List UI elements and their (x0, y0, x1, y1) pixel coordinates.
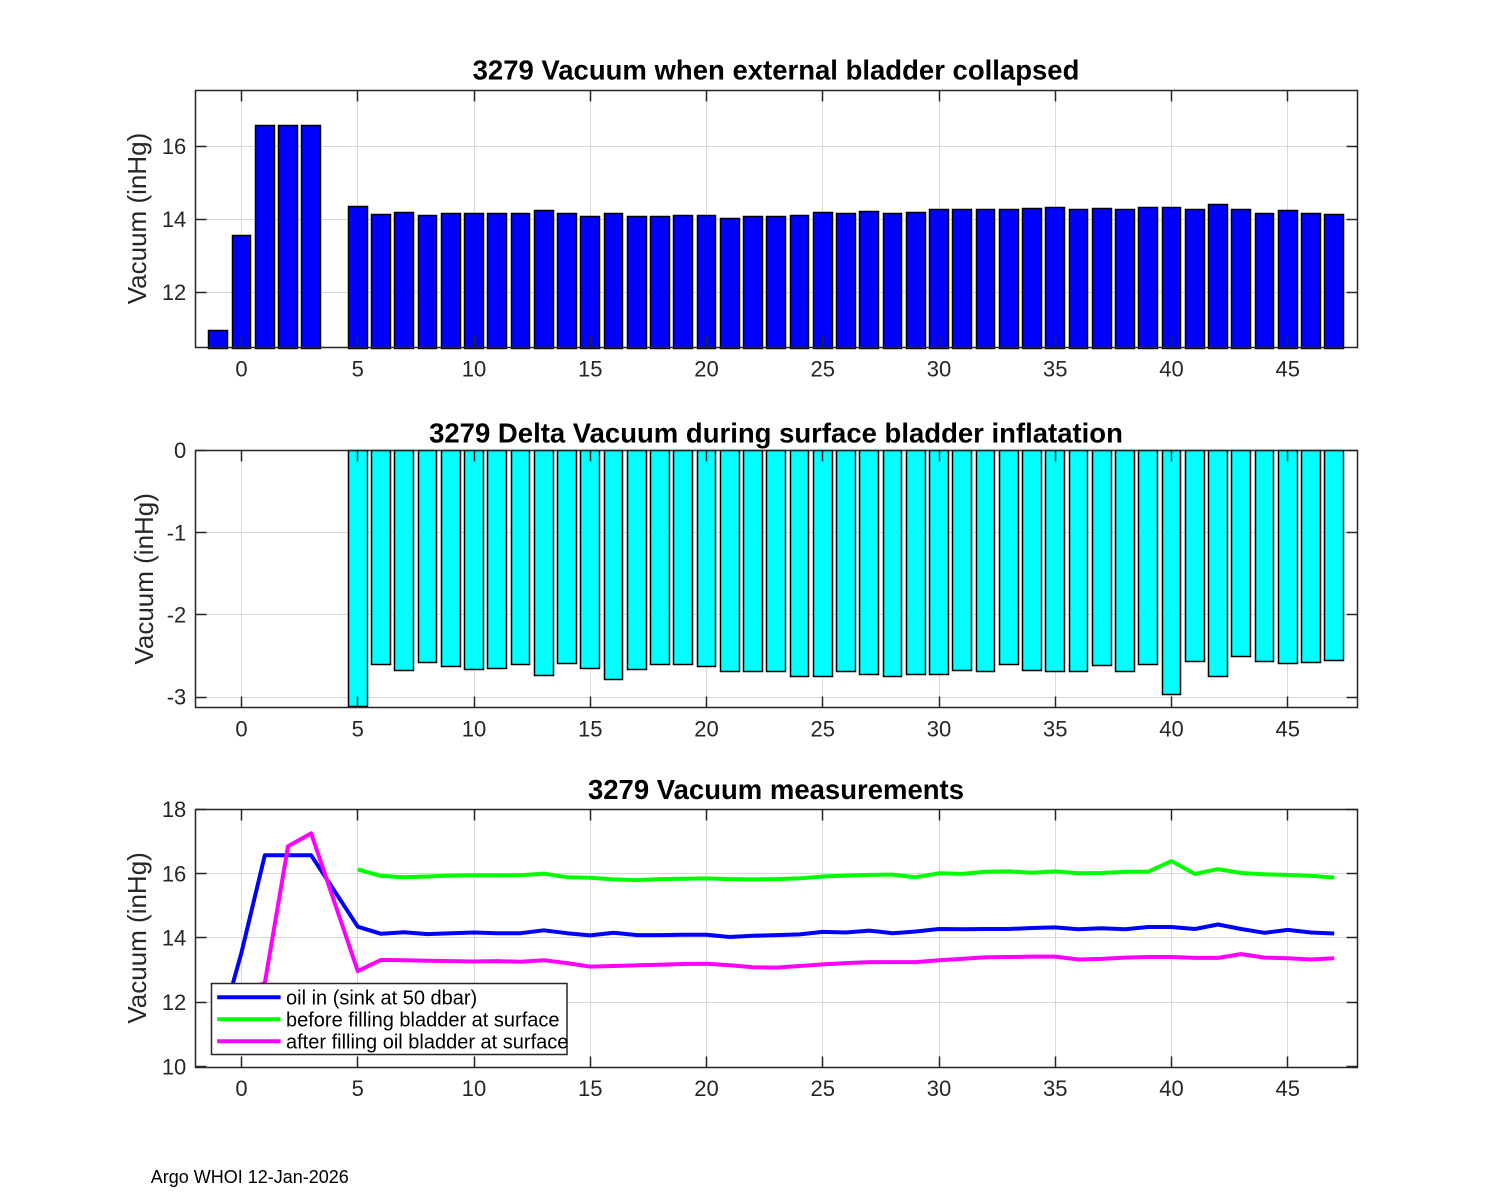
svg-text:25: 25 (811, 357, 835, 382)
svg-text:Vacuum (inHg): Vacuum (inHg) (122, 133, 152, 304)
svg-text:45: 45 (1276, 357, 1300, 382)
svg-text:40: 40 (1159, 717, 1183, 742)
svg-text:-3: -3 (167, 685, 187, 710)
svg-text:-1: -1 (167, 520, 187, 545)
svg-text:0: 0 (235, 717, 247, 742)
svg-text:10: 10 (462, 717, 486, 742)
svg-text:14: 14 (162, 926, 186, 951)
svg-text:0: 0 (174, 438, 186, 463)
svg-text:after filling oil bladder at s: after filling oil bladder at surface (286, 1031, 568, 1053)
svg-text:5: 5 (352, 357, 364, 382)
svg-text:10: 10 (462, 1076, 486, 1101)
svg-text:5: 5 (352, 717, 364, 742)
svg-text:16: 16 (162, 134, 186, 159)
svg-text:-2: -2 (167, 603, 187, 628)
svg-text:20: 20 (694, 717, 718, 742)
svg-text:Argo WHOI 12-Jan-2026: Argo WHOI 12-Jan-2026 (151, 1167, 349, 1187)
svg-text:35: 35 (1043, 1076, 1067, 1101)
svg-text:12: 12 (162, 990, 186, 1015)
svg-text:45: 45 (1276, 717, 1300, 742)
svg-text:30: 30 (927, 1076, 951, 1101)
svg-text:14: 14 (162, 207, 186, 232)
svg-text:40: 40 (1159, 357, 1183, 382)
svg-text:35: 35 (1043, 717, 1067, 742)
svg-text:0: 0 (235, 1076, 247, 1101)
svg-text:10: 10 (462, 357, 486, 382)
svg-text:20: 20 (694, 357, 718, 382)
svg-text:0: 0 (235, 357, 247, 382)
svg-text:15: 15 (578, 357, 602, 382)
svg-text:18: 18 (162, 797, 186, 822)
svg-text:30: 30 (927, 357, 951, 382)
svg-text:15: 15 (578, 717, 602, 742)
svg-text:10: 10 (162, 1054, 186, 1079)
svg-text:before filling bladder at surf: before filling bladder at surface (286, 1009, 560, 1031)
svg-text:oil in (sink at 50 dbar): oil in (sink at 50 dbar) (286, 987, 477, 1009)
svg-text:25: 25 (811, 717, 835, 742)
svg-text:15: 15 (578, 1076, 602, 1101)
svg-text:20: 20 (694, 1076, 718, 1101)
svg-text:25: 25 (811, 1076, 835, 1101)
svg-text:Vacuum (inHg): Vacuum (inHg) (129, 493, 159, 664)
svg-text:3279 Vacuum when external blad: 3279 Vacuum when external bladder collap… (473, 55, 1080, 86)
svg-text:12: 12 (162, 280, 186, 305)
svg-text:Vacuum (inHg): Vacuum (inHg) (122, 852, 152, 1023)
svg-text:30: 30 (927, 717, 951, 742)
svg-text:3279 Vacuum measurements: 3279 Vacuum measurements (588, 774, 964, 805)
svg-text:35: 35 (1043, 357, 1067, 382)
svg-text:45: 45 (1276, 1076, 1300, 1101)
svg-text:3279 Delta Vacuum during surfa: 3279 Delta Vacuum during surface bladder… (429, 418, 1123, 449)
svg-text:5: 5 (352, 1076, 364, 1101)
svg-text:16: 16 (162, 861, 186, 886)
svg-text:40: 40 (1159, 1076, 1183, 1101)
